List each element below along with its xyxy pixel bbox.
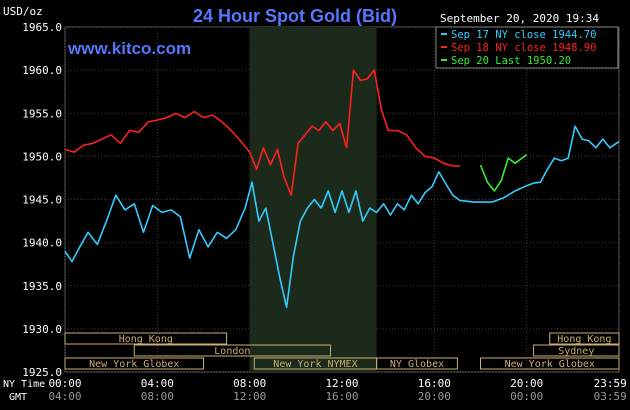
session-bar — [133, 344, 331, 357]
gmt-label: GMT — [9, 392, 27, 403]
x-tick-label-gmt: 04:00 — [48, 390, 81, 403]
y-tick-label: 1960.0 — [22, 64, 62, 77]
y-tick-label: 1965.0 — [22, 21, 62, 34]
y-tick-label: 1935.0 — [22, 280, 62, 293]
x-tick-label-ny: 20:00 — [510, 377, 543, 390]
session-label: New York Globex — [89, 359, 179, 370]
y-tick-label: 1925.0 — [22, 366, 62, 379]
x-tick-label-gmt: 00:00 — [510, 390, 543, 403]
y-axis-ticks: 1965.0 1960.0 1955.0 1950.0 1945.0 1940.0 1935… — [22, 21, 62, 379]
y-tick-label: 1950.0 — [22, 150, 62, 163]
legend: Sep 17 NY close 1944.70 Sep 18 NY close … — [435, 26, 619, 69]
y-tick-label: 1955.0 — [22, 107, 62, 120]
session-bar — [376, 357, 458, 370]
session-bar — [64, 332, 228, 345]
session-bar — [533, 344, 620, 357]
highlight-region — [249, 27, 377, 372]
y-tick-label: 1940.0 — [22, 237, 62, 250]
legend-box — [435, 26, 619, 69]
session-label: New York Globex — [505, 359, 595, 370]
series-lines — [64, 69, 620, 309]
x-tick-label-ny: 16:00 — [418, 377, 451, 390]
chart-title: 24 Hour Spot Gold (Bid) — [193, 6, 397, 26]
y-tick-label: 1930.0 — [22, 323, 62, 336]
series-line-3 — [479, 153, 528, 192]
session-bar — [64, 357, 204, 370]
session-label: NY Globex — [390, 359, 444, 370]
x-tick-label-ny: 04:00 — [141, 377, 174, 390]
legend-entry-1: Sep 17 NY close 1944.70 — [451, 29, 596, 41]
nymex-shade — [249, 27, 377, 372]
session-label: Sydney — [558, 346, 594, 357]
legend-entry-2: Sep 18 NY close 1948.90 — [451, 42, 596, 54]
x-tick-label-gmt: 03:59 — [594, 390, 627, 403]
session-label: Hong Kong — [557, 334, 611, 345]
timestamp-label: September 20, 2020 19:34 — [440, 12, 599, 25]
series-line-1 — [64, 125, 620, 309]
website-label: www.kitco.com — [67, 39, 191, 58]
market-sessions: Hong Kong London New York Globex New York N… — [64, 332, 620, 370]
session-bar — [480, 357, 620, 370]
legend-entry-3: Sep 20 Last 1950.20 — [451, 55, 571, 67]
x-tick-label-gmt: 16:00 — [325, 390, 358, 403]
x-tick-label-ny: 12:00 — [325, 377, 358, 390]
session-bar — [549, 332, 620, 345]
x-tick-label-gmt: 08:00 — [141, 390, 174, 403]
session-label: Hong Kong — [119, 334, 173, 345]
x-tick-label-ny: 00:00 — [48, 377, 81, 390]
session-label: London — [214, 346, 250, 357]
x-tick-label-ny: 08:00 — [233, 377, 266, 390]
x-tick-label-ny: 23:59 — [594, 377, 627, 390]
x-axis-ticks: 00:00 04:00 08:00 12:00 16:00 20:00 23:5904:00… — [48, 377, 626, 403]
series-line-2 — [64, 69, 460, 196]
x-tick-label-gmt: 20:00 — [418, 390, 451, 403]
x-tick-label-gmt: 12:00 — [233, 390, 266, 403]
y-tick-label: 1945.0 — [22, 194, 62, 207]
ny-time-label: NY Time — [3, 379, 45, 390]
session-label: New York NYMEX — [273, 359, 357, 370]
unit-label: USD/oz — [3, 5, 43, 18]
